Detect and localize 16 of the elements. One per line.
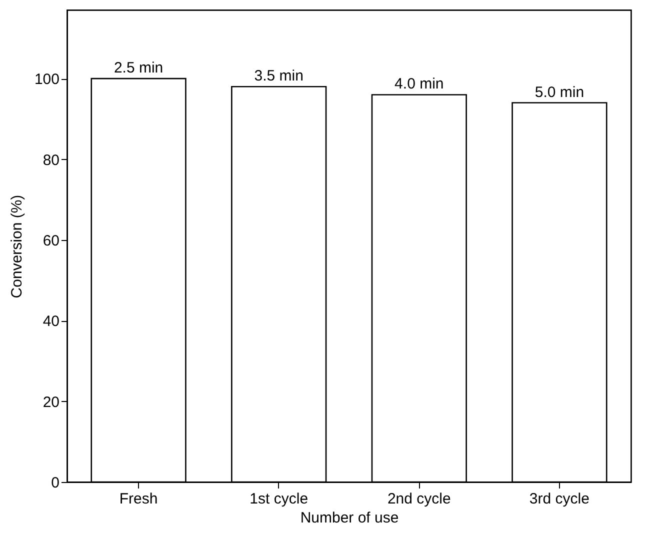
y-tick-label: 100 [34, 71, 60, 88]
annotation: 3.5 min [254, 68, 304, 85]
annotation: 4.0 min [394, 76, 444, 93]
x-tick-label: 2nd cycle [387, 490, 451, 508]
x-tick-label: 1st cycle [250, 490, 308, 508]
annotation: 5.0 min [534, 84, 584, 101]
y-tick-label: 80 [42, 152, 60, 169]
y-axis-title: Conversion (%) [8, 194, 26, 298]
y-tick-label: 20 [42, 394, 60, 411]
y-tick-label: 60 [42, 232, 60, 250]
x-tick-label: Fresh [119, 490, 158, 508]
x-tick-label: 3rd cycle [529, 490, 590, 508]
y-tick-label: 40 [42, 313, 60, 330]
y-tick-label: 0 [51, 474, 60, 492]
x-axis-title: Number of use [300, 510, 399, 526]
annotation: 2.5 min [114, 60, 164, 77]
